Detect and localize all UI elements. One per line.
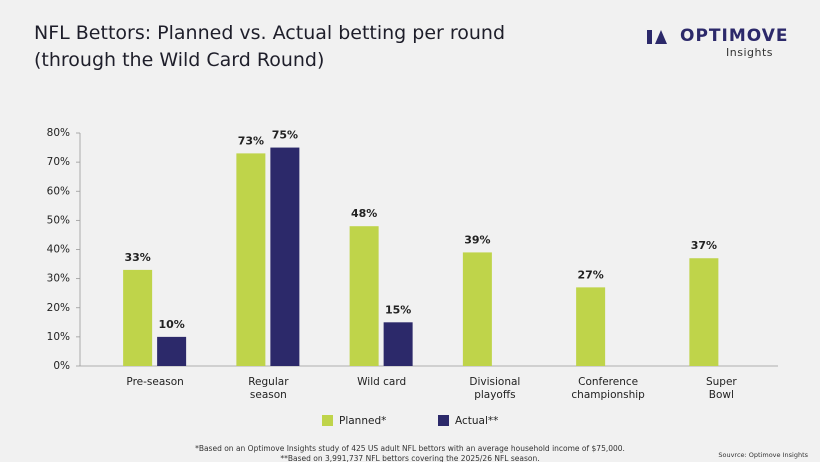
data-label: 37% <box>691 239 717 252</box>
y-tick-label: 60% <box>47 185 70 197</box>
x-tick-label: Pre-season <box>126 376 184 388</box>
x-tick-label: Divisional playoffs <box>469 376 521 401</box>
legend-label: Actual** <box>455 415 498 427</box>
bar <box>576 287 606 366</box>
y-tick-label: 10% <box>47 331 70 343</box>
data-label: 27% <box>577 268 603 281</box>
data-label: 33% <box>124 251 150 264</box>
bar <box>123 269 153 366</box>
data-label: 48% <box>351 207 377 220</box>
bar <box>383 322 413 366</box>
footnote: *Based on an Optimove Insights study of … <box>195 444 625 453</box>
bar <box>349 226 379 366</box>
logo-icon <box>647 30 667 44</box>
y-tick-label: 30% <box>47 273 70 285</box>
chart-title: NFL Bettors: Planned vs. Actual betting … <box>34 22 506 71</box>
bar <box>462 252 492 366</box>
brand-sub: Insights <box>726 46 774 59</box>
y-tick-label: 70% <box>47 156 70 168</box>
legend-swatch <box>322 415 333 426</box>
brand-name: OPTIMOVE <box>680 26 789 46</box>
y-tick-label: 80% <box>47 127 70 139</box>
legend-swatch <box>438 415 449 426</box>
source: Souvrce: Optimove Insights <box>718 451 808 459</box>
x-tick-label: Regular season <box>248 376 289 401</box>
bar <box>236 153 266 366</box>
data-label: 75% <box>272 129 298 142</box>
y-tick-label: 40% <box>47 244 70 256</box>
x-tick-label: Wild card <box>357 376 407 388</box>
footnote: **Based on 3,991,737 NFL bettors coverin… <box>280 454 540 462</box>
y-tick-label: 0% <box>53 360 70 372</box>
x-tick-label: Conference championship <box>571 376 645 401</box>
data-label: 39% <box>464 233 490 246</box>
bar <box>270 147 300 366</box>
x-tick-label: Super Bowl <box>705 376 737 401</box>
data-label: 10% <box>158 318 184 331</box>
data-label: 73% <box>238 134 264 147</box>
legend-label: Planned* <box>339 415 386 427</box>
y-tick-label: 20% <box>47 302 70 314</box>
y-tick-label: 50% <box>47 214 70 226</box>
bar <box>689 258 719 366</box>
data-label: 15% <box>385 303 411 316</box>
bar <box>157 336 187 366</box>
